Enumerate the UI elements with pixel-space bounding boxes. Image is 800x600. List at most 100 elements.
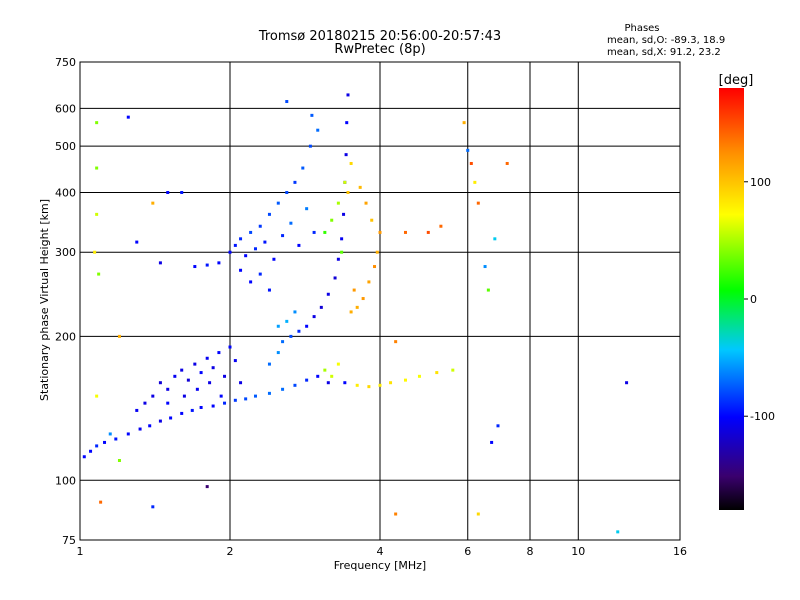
data-point (223, 401, 227, 405)
data-point (361, 297, 365, 301)
data-point (281, 340, 285, 344)
data-point (276, 324, 280, 328)
data-point (343, 180, 347, 184)
data-point (378, 230, 382, 234)
data-point (346, 190, 350, 194)
data-point (217, 261, 221, 265)
data-point (301, 166, 305, 170)
data-point (285, 100, 289, 104)
y-tick-label: 400 (55, 186, 76, 199)
data-point (205, 356, 209, 360)
data-point (276, 201, 280, 205)
data-point (289, 221, 293, 225)
data-point (336, 201, 340, 205)
data-point (373, 265, 377, 269)
data-point (151, 505, 155, 509)
y-tick-label: 100 (55, 474, 76, 487)
data-point (267, 212, 271, 216)
y-tick-label: 750 (55, 56, 76, 69)
data-point (293, 180, 297, 184)
data-point (310, 113, 314, 117)
data-point (490, 440, 494, 444)
colorbar (719, 88, 744, 510)
data-point (312, 315, 316, 319)
data-point (126, 432, 130, 436)
data-point (352, 288, 356, 292)
data-point (82, 455, 86, 459)
x-tick-label: 16 (673, 545, 687, 558)
data-point (305, 324, 309, 328)
data-point (244, 397, 248, 401)
data-point (505, 161, 509, 165)
data-point (217, 351, 221, 355)
data-point (228, 250, 232, 254)
x-tick-label: 8 (527, 545, 534, 558)
data-point (228, 345, 232, 349)
y-tick-label: 200 (55, 330, 76, 343)
data-point (205, 485, 209, 489)
x-tick-label: 2 (227, 545, 234, 558)
data-point (476, 512, 480, 516)
data-point (258, 224, 262, 228)
x-axis-label: Frequency [MHz] (334, 559, 426, 572)
data-point (417, 374, 421, 378)
data-point (355, 383, 359, 387)
y-tick-label: 600 (55, 102, 76, 115)
data-point (451, 368, 455, 372)
data-point (326, 381, 330, 385)
data-point (305, 378, 309, 382)
data-point (193, 362, 197, 366)
chart-title: Tromsø 20180215 20:56:00-20:57:43 (258, 29, 501, 44)
grid-lines (80, 62, 680, 540)
stats-line-x: mean, sd,X: 91.2, 23.2 (607, 47, 721, 58)
data-point (336, 257, 340, 261)
data-point (158, 261, 162, 265)
x-tick-label: 4 (377, 545, 384, 558)
data-point (135, 240, 139, 244)
data-point (267, 391, 271, 395)
data-point (349, 161, 353, 165)
data-point (93, 250, 97, 254)
data-point (473, 180, 477, 184)
data-point (143, 401, 147, 405)
data-point (135, 408, 139, 412)
data-point (95, 166, 99, 170)
data-point (193, 265, 197, 269)
data-point (469, 161, 473, 165)
data-point (233, 359, 237, 363)
data-point (285, 319, 289, 323)
data-point (239, 381, 243, 385)
data-point (126, 115, 130, 119)
data-point (378, 383, 382, 387)
data-point (285, 190, 289, 194)
colorbar-ticks: 100 0 -100 (744, 176, 775, 423)
data-point (367, 280, 371, 284)
data-point (349, 310, 353, 314)
data-point (205, 263, 209, 267)
data-point (305, 207, 309, 211)
data-point (330, 374, 334, 378)
data-point (95, 444, 99, 448)
data-point (211, 404, 215, 408)
data-point (199, 371, 203, 375)
data-point (239, 237, 243, 241)
data-point (258, 272, 262, 276)
data-point (95, 121, 99, 125)
data-point (435, 371, 439, 375)
data-point (375, 250, 379, 254)
data-point (267, 362, 271, 366)
data-point (195, 387, 199, 391)
data-point (358, 185, 362, 189)
data-point (117, 458, 121, 462)
data-point (89, 449, 93, 453)
data-point (219, 394, 223, 398)
data-point (343, 381, 347, 385)
data-point (180, 411, 184, 415)
data-point (312, 230, 316, 234)
data-point (297, 243, 301, 247)
data-point (276, 351, 280, 355)
y-axis-label: Stationary phase Virtual Height [km] (38, 199, 51, 401)
data-point (476, 201, 480, 205)
data-point (99, 500, 103, 504)
